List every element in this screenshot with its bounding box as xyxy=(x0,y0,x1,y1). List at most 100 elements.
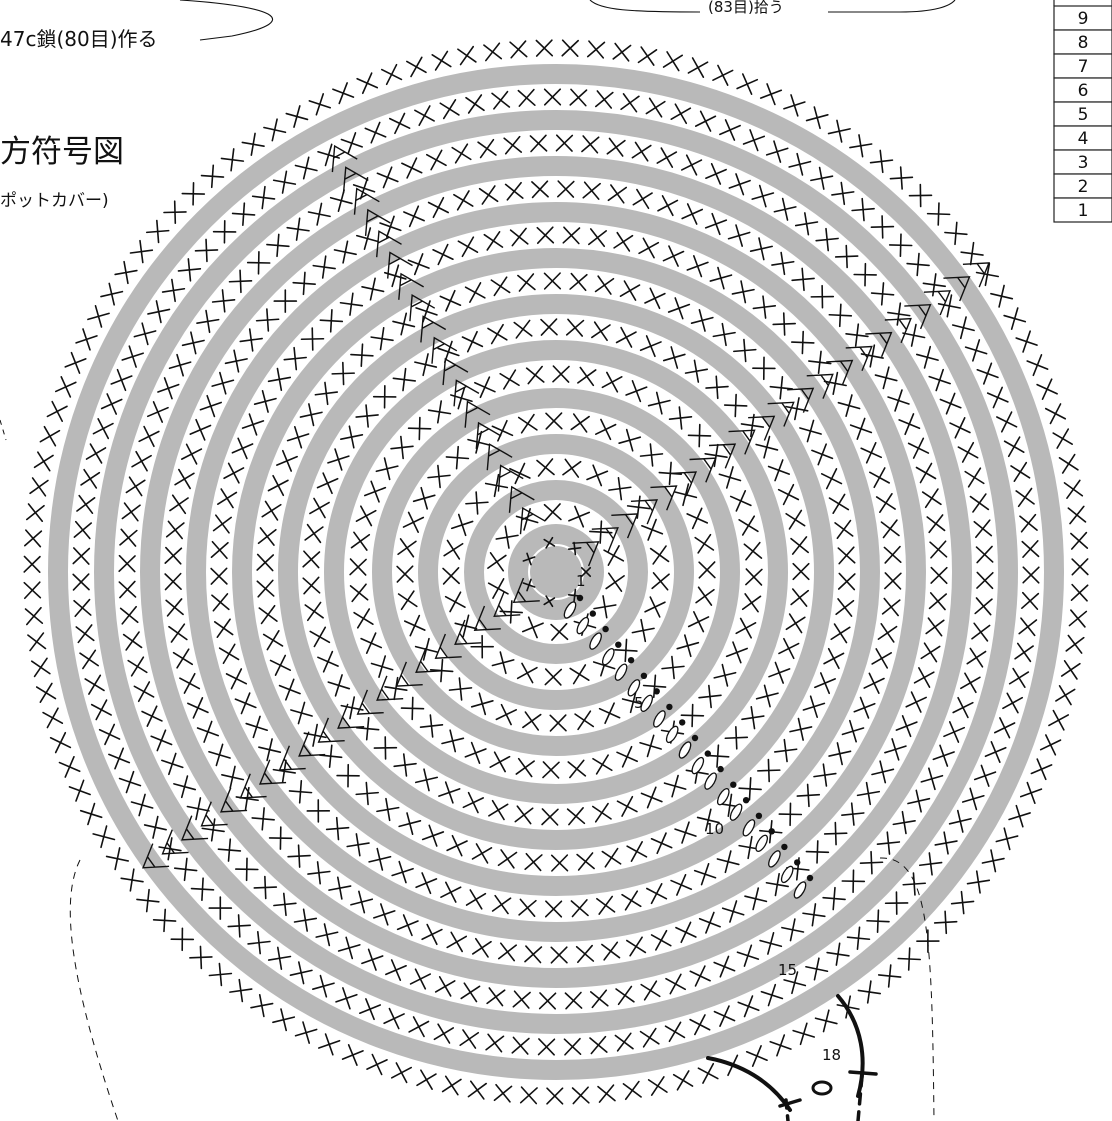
stitch-stroke xyxy=(87,312,110,321)
stitch-stroke xyxy=(298,780,303,804)
stitch-stroke xyxy=(588,40,605,59)
single-crochet-symbol xyxy=(1008,667,1030,689)
stitch-stroke xyxy=(342,987,351,1010)
single-crochet-symbol xyxy=(312,255,336,279)
single-crochet-symbol xyxy=(486,987,506,1007)
increase-symbol xyxy=(943,276,971,302)
stitch-stroke xyxy=(652,545,667,565)
single-crochet-symbol xyxy=(745,568,763,586)
single-crochet-symbol xyxy=(304,523,324,544)
table-row-label: 6 xyxy=(1078,81,1089,101)
stitch-stroke xyxy=(525,852,542,872)
single-crochet-symbol xyxy=(173,775,197,799)
increase-symbol xyxy=(331,144,358,173)
stitch-stroke xyxy=(1008,812,1031,821)
single-crochet-symbol xyxy=(939,392,962,415)
stitch-stroke xyxy=(286,226,310,232)
stitch-stroke xyxy=(302,908,308,932)
stitch-stroke xyxy=(137,681,151,703)
single-crochet-symbol xyxy=(181,443,203,465)
stitch-stroke xyxy=(869,344,876,368)
stitch-stroke xyxy=(615,988,635,1003)
stitch-stroke xyxy=(95,699,108,721)
single-crochet-symbol xyxy=(181,182,206,206)
single-crochet-symbol xyxy=(574,710,595,731)
stitch-stroke xyxy=(631,627,655,634)
stitch-stroke xyxy=(422,637,430,661)
single-crochet-symbol xyxy=(974,597,993,616)
stitch-stroke xyxy=(802,702,826,711)
single-crochet-symbol xyxy=(733,338,757,363)
slip-stitch-symbol xyxy=(615,641,622,648)
stitch-stroke xyxy=(713,961,736,972)
stitch-stroke xyxy=(350,353,374,357)
stitch-stroke xyxy=(420,1069,433,1090)
single-crochet-symbol xyxy=(484,473,509,498)
stitch-stroke xyxy=(274,654,287,676)
single-crochet-symbol xyxy=(227,914,251,938)
stitch-stroke xyxy=(509,229,529,245)
stitch-stroke xyxy=(524,711,540,731)
single-crochet-symbol xyxy=(841,869,866,893)
single-crochet-symbol xyxy=(355,505,377,527)
single-crochet-symbol xyxy=(121,502,141,522)
stitch-stroke xyxy=(928,593,948,610)
stitch-stroke xyxy=(616,231,631,252)
stitch-stroke xyxy=(961,794,985,803)
single-crochet-symbol xyxy=(504,181,524,201)
stitch-stroke xyxy=(998,284,1005,308)
stitch-stroke xyxy=(329,196,353,205)
single-crochet-symbol xyxy=(995,827,1019,851)
increase-symbol xyxy=(353,187,380,215)
single-crochet-symbol xyxy=(697,1062,719,1084)
single-crochet-symbol xyxy=(286,217,310,241)
single-crochet-symbol xyxy=(949,417,971,439)
stitch-stroke xyxy=(388,1007,400,1030)
single-crochet-symbol xyxy=(814,1009,838,1033)
single-crochet-symbol xyxy=(272,1008,296,1032)
single-crochet-symbol xyxy=(631,141,652,162)
stitch-stroke xyxy=(950,900,975,905)
single-crochet-symbol xyxy=(665,973,687,995)
single-crochet-symbol xyxy=(853,696,876,719)
stitch-stroke xyxy=(203,720,213,743)
stitch-stroke xyxy=(88,674,102,695)
stitch-stroke xyxy=(475,843,489,864)
single-crochet-symbol xyxy=(341,1044,364,1066)
dashed-outline-right xyxy=(879,857,935,1121)
single-crochet-symbol xyxy=(582,181,601,200)
single-crochet-symbol xyxy=(646,883,668,905)
stitch-stroke xyxy=(145,229,170,234)
stitch-stroke xyxy=(952,701,974,714)
single-crochet-symbol xyxy=(877,964,902,988)
single-crochet-symbol xyxy=(716,850,740,874)
stitch-stroke xyxy=(87,802,96,826)
single-crochet-symbol xyxy=(513,319,533,339)
stitch-stroke xyxy=(686,203,698,225)
single-crochet-symbol xyxy=(849,134,873,158)
single-crochet-symbol xyxy=(822,886,846,911)
increase-stroke xyxy=(331,144,358,173)
single-crochet-symbol xyxy=(799,419,822,443)
single-crochet-symbol xyxy=(491,90,511,110)
stitch-stroke xyxy=(169,497,189,512)
single-crochet-symbol xyxy=(309,626,331,648)
single-crochet-symbol xyxy=(536,458,555,477)
stitch-stroke xyxy=(698,694,722,699)
single-crochet-symbol xyxy=(355,716,380,741)
increase-symbol xyxy=(356,689,384,715)
single-crochet-symbol xyxy=(100,282,124,306)
increase-stroke xyxy=(180,815,209,841)
stitch-stroke xyxy=(308,100,332,109)
single-crochet-symbol xyxy=(552,365,570,383)
stitch-stroke xyxy=(823,832,848,835)
stitch-stroke xyxy=(398,860,407,884)
stitch-stroke xyxy=(324,1033,334,1056)
stitch-stroke xyxy=(462,614,470,638)
stitch-stroke xyxy=(687,616,710,628)
stitch-stroke xyxy=(610,184,625,204)
stitch-stroke xyxy=(698,423,701,448)
single-crochet-symbol xyxy=(453,190,474,211)
table-row xyxy=(1053,173,1112,199)
single-crochet-symbol xyxy=(984,741,1007,763)
